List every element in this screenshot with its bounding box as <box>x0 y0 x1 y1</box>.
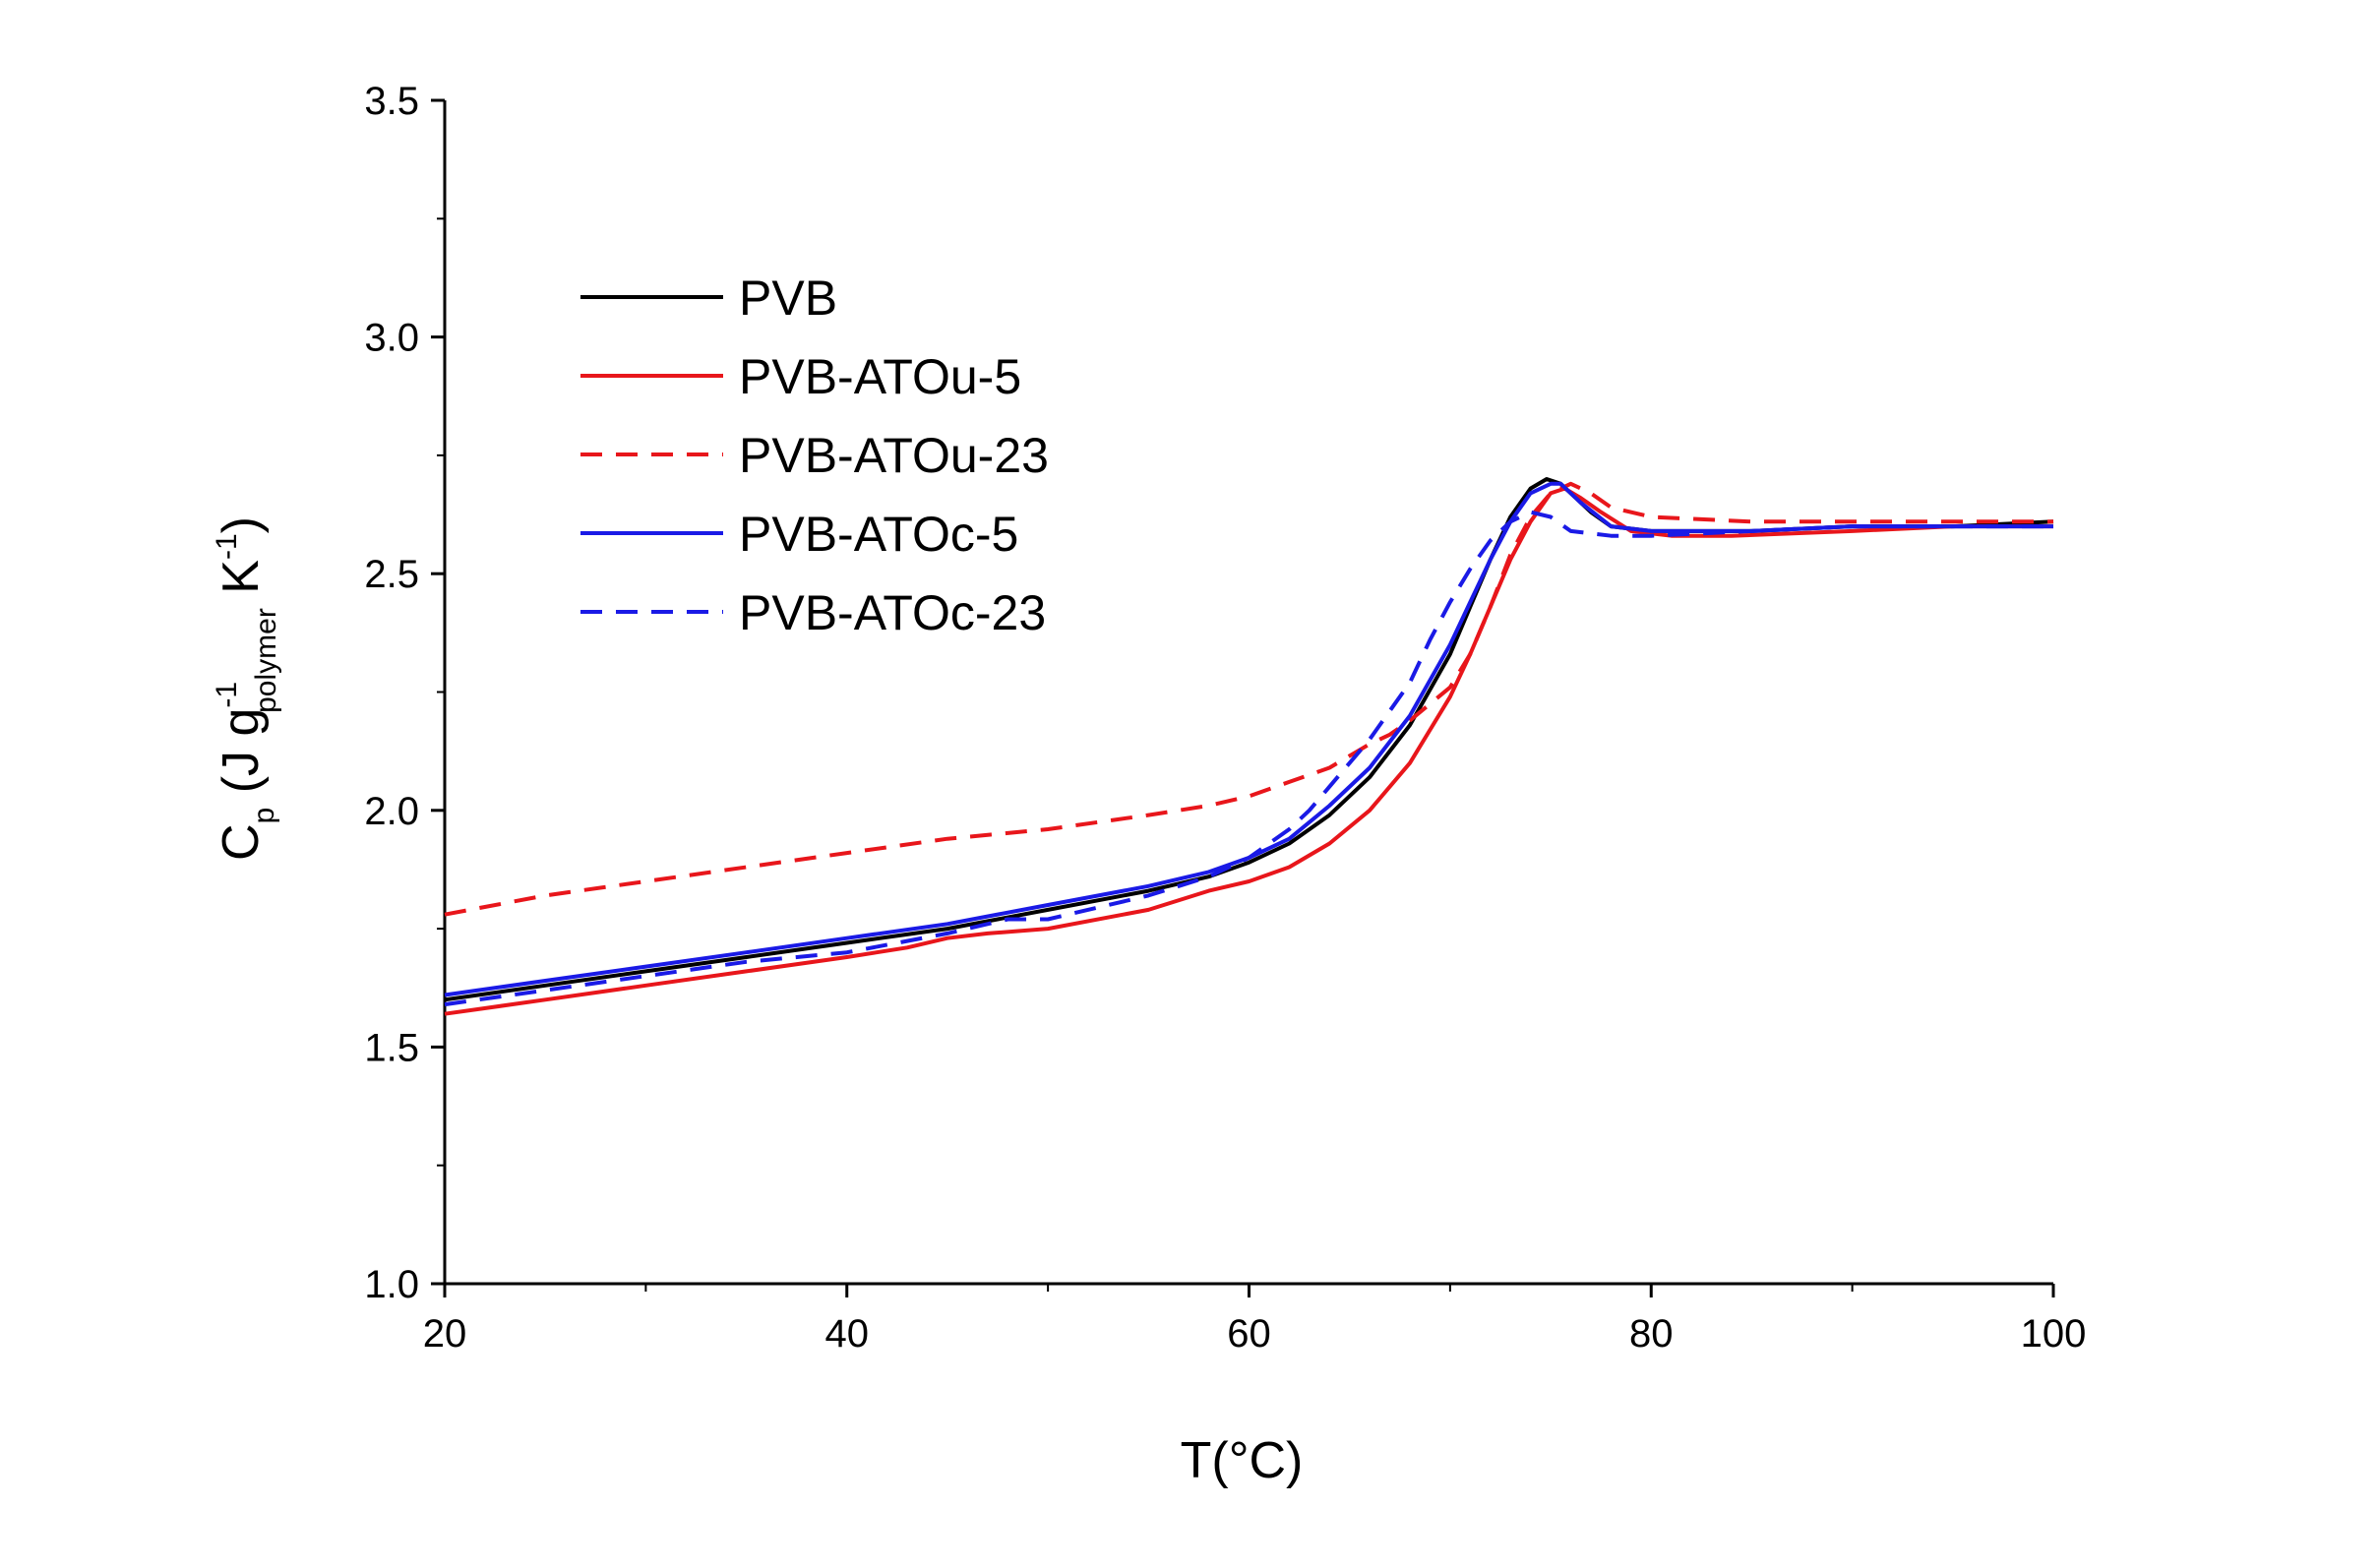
y-title-sup-k: -1 <box>211 533 243 560</box>
y-title-k: K <box>213 560 270 608</box>
y-tick-label: 1.5 <box>364 1026 419 1069</box>
series-line-pvb-atou-23 <box>444 481 2053 917</box>
series-line-pvb <box>444 477 2054 1002</box>
legend-label: PVB-ATOu-23 <box>739 428 1049 483</box>
y-tick-label: 3.0 <box>364 317 419 360</box>
legend-label: PVB-ATOc-5 <box>739 507 1018 562</box>
axes <box>443 100 2053 1286</box>
legend: PVB PVB-ATOu-5 PVB-ATOu-23 PVB-ATOc-5 PVB-AT… <box>580 271 1049 640</box>
y-title-sub-p: p <box>248 808 280 824</box>
series-line-pvb-atou-5 <box>444 486 2053 1016</box>
series-line-pvb-atoc-5 <box>444 481 2053 997</box>
x-axis-title: T(°C) <box>1181 1432 1304 1489</box>
y-title-main: C <box>213 823 270 861</box>
y-title-open: (J g <box>213 708 270 808</box>
legend-label: PVB-ATOc-23 <box>739 585 1046 640</box>
legend-label: PVB-ATOu-5 <box>739 349 1021 404</box>
series-line-pvb-atoc-23 <box>444 510 2053 1007</box>
y-title-sup-g: -1 <box>211 682 243 708</box>
x-tick-label: 100 <box>2021 1312 2087 1356</box>
ticks: 20 40 60 80 100 1.0 1.5 2.0 2.5 3.0 3.5 <box>364 80 2086 1356</box>
y-tick-label: 1.0 <box>364 1263 419 1306</box>
x-tick-label: 80 <box>1629 1312 1674 1356</box>
legend-label: PVB <box>739 271 837 326</box>
x-tick-label: 60 <box>1227 1312 1271 1356</box>
y-title-sub-g: polymer <box>250 608 282 713</box>
x-tick-label: 40 <box>825 1312 870 1356</box>
y-tick-label: 2.5 <box>364 553 419 596</box>
series-lines <box>444 477 2054 1016</box>
y-tick-label: 2.0 <box>364 790 419 833</box>
y-title-close: ) <box>213 516 270 533</box>
x-tick-label: 20 <box>423 1312 467 1356</box>
y-tick-label: 3.5 <box>364 80 419 123</box>
y-axis-title: Cp (J g-1 polymer K-1) <box>211 516 282 861</box>
